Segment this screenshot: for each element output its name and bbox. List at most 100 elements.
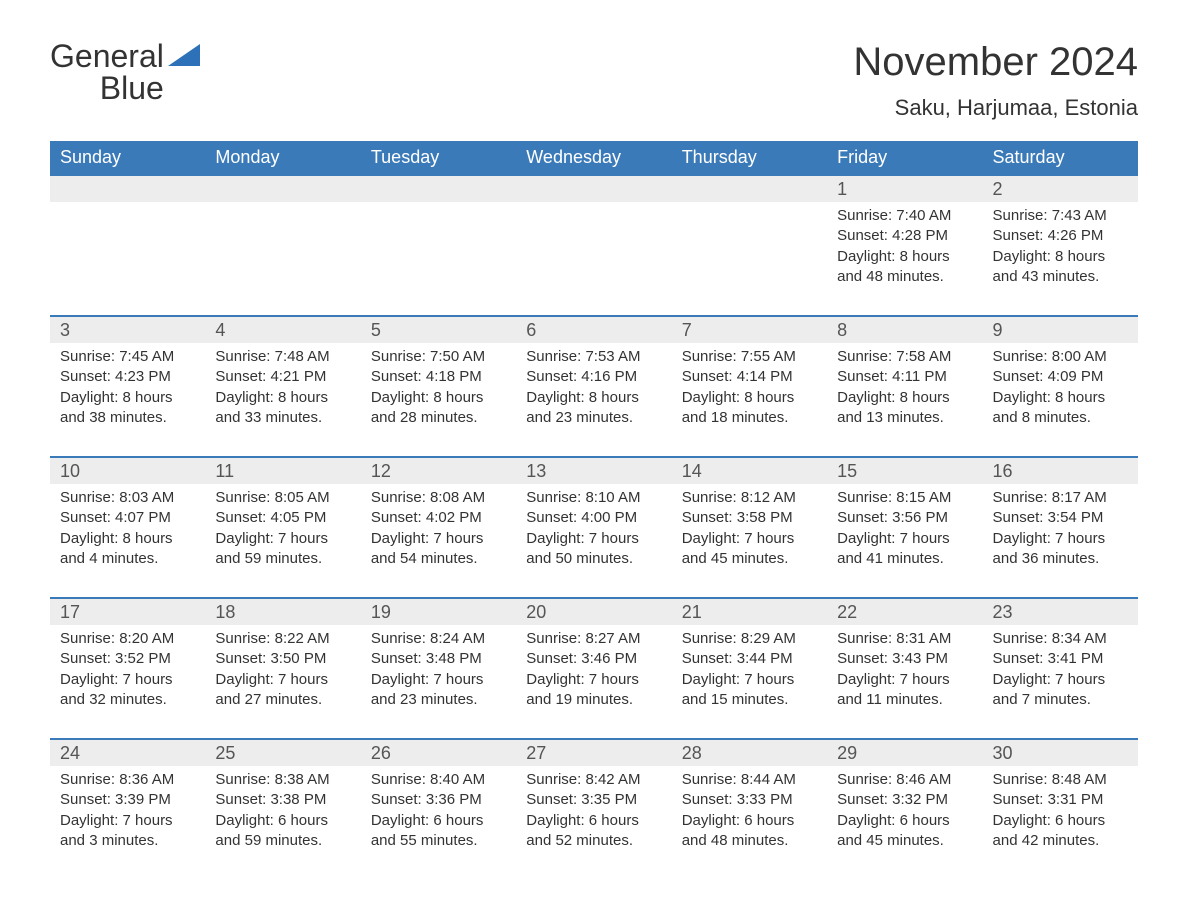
day-cell: 25Sunrise: 8:38 AMSunset: 3:38 PMDayligh… xyxy=(205,739,360,879)
day-day1: Daylight: 6 hours xyxy=(526,811,661,831)
header-row: General Blue November 2024 Saku, Harjuma… xyxy=(50,40,1138,121)
day-cell: 22Sunrise: 8:31 AMSunset: 3:43 PMDayligh… xyxy=(827,598,982,739)
day-header: Wednesday xyxy=(516,141,671,175)
day-sunset: Sunset: 4:14 PM xyxy=(682,367,817,387)
day-sunrise: Sunrise: 7:55 AM xyxy=(682,347,817,367)
day-body: Sunrise: 8:22 AMSunset: 3:50 PMDaylight:… xyxy=(205,625,360,738)
day-day2: and 19 minutes. xyxy=(526,690,661,710)
day-sunrise: Sunrise: 8:00 AM xyxy=(993,347,1128,367)
day-day2: and 11 minutes. xyxy=(837,690,972,710)
day-body: Sunrise: 7:48 AMSunset: 4:21 PMDaylight:… xyxy=(205,343,360,456)
day-sunset: Sunset: 3:31 PM xyxy=(993,790,1128,810)
day-day1: Daylight: 8 hours xyxy=(993,388,1128,408)
day-header: Thursday xyxy=(672,141,827,175)
day-day1: Daylight: 7 hours xyxy=(526,529,661,549)
day-day2: and 48 minutes. xyxy=(682,831,817,851)
day-sunrise: Sunrise: 8:40 AM xyxy=(371,770,506,790)
day-cell: 11Sunrise: 8:05 AMSunset: 4:05 PMDayligh… xyxy=(205,457,360,598)
day-number: 10 xyxy=(50,458,205,484)
day-body: Sunrise: 8:20 AMSunset: 3:52 PMDaylight:… xyxy=(50,625,205,738)
day-sunset: Sunset: 3:43 PM xyxy=(837,649,972,669)
day-body: Sunrise: 8:08 AMSunset: 4:02 PMDaylight:… xyxy=(361,484,516,597)
day-sunset: Sunset: 3:41 PM xyxy=(993,649,1128,669)
day-day2: and 3 minutes. xyxy=(60,831,195,851)
day-sunrise: Sunrise: 8:34 AM xyxy=(993,629,1128,649)
day-sunrise: Sunrise: 8:05 AM xyxy=(215,488,350,508)
day-sunset: Sunset: 4:21 PM xyxy=(215,367,350,387)
day-cell xyxy=(205,175,360,316)
day-day1: Daylight: 7 hours xyxy=(371,670,506,690)
day-sunset: Sunset: 4:11 PM xyxy=(837,367,972,387)
day-day1: Daylight: 8 hours xyxy=(60,529,195,549)
day-number-empty xyxy=(205,176,360,202)
day-sunrise: Sunrise: 8:42 AM xyxy=(526,770,661,790)
day-day1: Daylight: 7 hours xyxy=(215,529,350,549)
day-cell: 14Sunrise: 8:12 AMSunset: 3:58 PMDayligh… xyxy=(672,457,827,598)
day-cell: 13Sunrise: 8:10 AMSunset: 4:00 PMDayligh… xyxy=(516,457,671,598)
day-body: Sunrise: 8:05 AMSunset: 4:05 PMDaylight:… xyxy=(205,484,360,597)
day-day1: Daylight: 7 hours xyxy=(60,811,195,831)
day-sunrise: Sunrise: 8:03 AM xyxy=(60,488,195,508)
day-number-empty xyxy=(672,176,827,202)
day-cell: 17Sunrise: 8:20 AMSunset: 3:52 PMDayligh… xyxy=(50,598,205,739)
day-sunrise: Sunrise: 7:45 AM xyxy=(60,347,195,367)
day-cell: 4Sunrise: 7:48 AMSunset: 4:21 PMDaylight… xyxy=(205,316,360,457)
day-cell: 20Sunrise: 8:27 AMSunset: 3:46 PMDayligh… xyxy=(516,598,671,739)
day-sunset: Sunset: 3:50 PM xyxy=(215,649,350,669)
day-cell: 29Sunrise: 8:46 AMSunset: 3:32 PMDayligh… xyxy=(827,739,982,879)
day-sunset: Sunset: 4:26 PM xyxy=(993,226,1128,246)
week-row: 17Sunrise: 8:20 AMSunset: 3:52 PMDayligh… xyxy=(50,598,1138,739)
day-day2: and 45 minutes. xyxy=(837,831,972,851)
day-sunrise: Sunrise: 7:40 AM xyxy=(837,206,972,226)
day-cell: 24Sunrise: 8:36 AMSunset: 3:39 PMDayligh… xyxy=(50,739,205,879)
day-cell: 2Sunrise: 7:43 AMSunset: 4:26 PMDaylight… xyxy=(983,175,1138,316)
day-number: 4 xyxy=(205,317,360,343)
day-day1: Daylight: 8 hours xyxy=(682,388,817,408)
month-title: November 2024 xyxy=(853,40,1138,85)
day-day2: and 42 minutes. xyxy=(993,831,1128,851)
day-body: Sunrise: 7:40 AMSunset: 4:28 PMDaylight:… xyxy=(827,202,982,315)
day-sunset: Sunset: 3:58 PM xyxy=(682,508,817,528)
day-day1: Daylight: 7 hours xyxy=(526,670,661,690)
day-day2: and 23 minutes. xyxy=(371,690,506,710)
day-day1: Daylight: 6 hours xyxy=(682,811,817,831)
day-sunset: Sunset: 3:48 PM xyxy=(371,649,506,669)
day-day2: and 54 minutes. xyxy=(371,549,506,569)
day-day2: and 50 minutes. xyxy=(526,549,661,569)
week-row: 3Sunrise: 7:45 AMSunset: 4:23 PMDaylight… xyxy=(50,316,1138,457)
day-day2: and 27 minutes. xyxy=(215,690,350,710)
day-sunset: Sunset: 4:18 PM xyxy=(371,367,506,387)
day-number: 15 xyxy=(827,458,982,484)
day-cell: 18Sunrise: 8:22 AMSunset: 3:50 PMDayligh… xyxy=(205,598,360,739)
day-sunrise: Sunrise: 7:53 AM xyxy=(526,347,661,367)
day-cell: 9Sunrise: 8:00 AMSunset: 4:09 PMDaylight… xyxy=(983,316,1138,457)
day-number: 30 xyxy=(983,740,1138,766)
day-day2: and 8 minutes. xyxy=(993,408,1128,428)
day-number: 25 xyxy=(205,740,360,766)
day-sunrise: Sunrise: 8:24 AM xyxy=(371,629,506,649)
day-sunset: Sunset: 3:36 PM xyxy=(371,790,506,810)
day-day2: and 7 minutes. xyxy=(993,690,1128,710)
day-day2: and 13 minutes. xyxy=(837,408,972,428)
day-day1: Daylight: 7 hours xyxy=(993,529,1128,549)
day-sunrise: Sunrise: 8:31 AM xyxy=(837,629,972,649)
day-body: Sunrise: 8:24 AMSunset: 3:48 PMDaylight:… xyxy=(361,625,516,738)
day-sunset: Sunset: 3:44 PM xyxy=(682,649,817,669)
week-row: 1Sunrise: 7:40 AMSunset: 4:28 PMDaylight… xyxy=(50,175,1138,316)
logo-triangle-icon xyxy=(168,44,200,66)
day-sunrise: Sunrise: 8:27 AM xyxy=(526,629,661,649)
day-day2: and 48 minutes. xyxy=(837,267,972,287)
day-sunset: Sunset: 4:09 PM xyxy=(993,367,1128,387)
day-sunset: Sunset: 3:33 PM xyxy=(682,790,817,810)
day-cell: 27Sunrise: 8:42 AMSunset: 3:35 PMDayligh… xyxy=(516,739,671,879)
day-number: 17 xyxy=(50,599,205,625)
day-sunset: Sunset: 4:16 PM xyxy=(526,367,661,387)
day-cell xyxy=(672,175,827,316)
day-sunset: Sunset: 4:28 PM xyxy=(837,226,972,246)
day-number: 13 xyxy=(516,458,671,484)
day-day2: and 4 minutes. xyxy=(60,549,195,569)
day-body: Sunrise: 7:50 AMSunset: 4:18 PMDaylight:… xyxy=(361,343,516,456)
day-number: 26 xyxy=(361,740,516,766)
day-number: 20 xyxy=(516,599,671,625)
day-day1: Daylight: 8 hours xyxy=(215,388,350,408)
